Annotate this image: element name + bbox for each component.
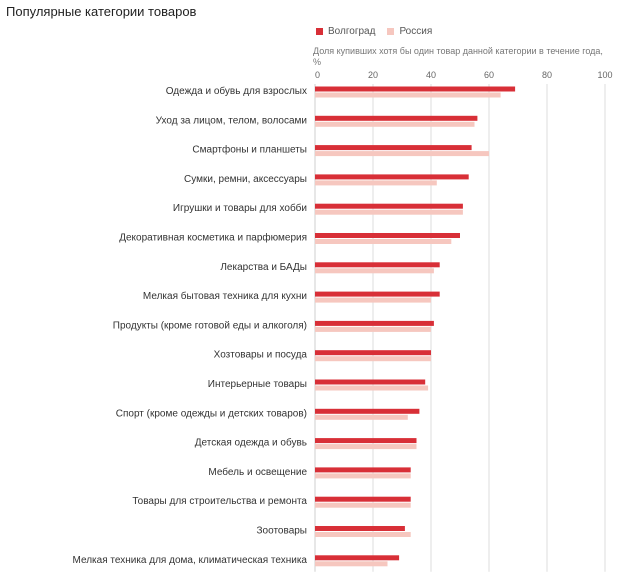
bar-volgograd xyxy=(315,203,463,209)
bar-russia xyxy=(315,444,417,450)
x-tick-label: 0 xyxy=(315,70,320,80)
bar-russia xyxy=(315,502,411,508)
category-label: Детская одежда и обувь xyxy=(195,437,307,449)
bar-volgograd xyxy=(315,350,431,356)
category-label: Мелкая техника для дома, климатическая т… xyxy=(73,555,308,566)
bar-russia xyxy=(315,209,463,215)
x-tick-label: 40 xyxy=(426,70,436,80)
bar-russia xyxy=(315,151,489,157)
category-label: Спорт (кроме одежды и детских товаров) xyxy=(116,408,307,419)
category-label: Игрушки и товары для хобби xyxy=(173,202,307,214)
category-label: Уход за лицом, телом, волосами xyxy=(156,115,307,126)
legend-item-volgograd: Волгоград xyxy=(316,26,375,37)
x-tick-label: 80 xyxy=(542,70,552,80)
category-label: Сумки, ремни, аксессуары xyxy=(184,174,307,185)
bar-russia xyxy=(315,385,429,391)
bar-volgograd xyxy=(315,145,472,151)
chart-title: Популярные категории товаров xyxy=(6,4,197,19)
legend-swatch-russia xyxy=(387,28,395,35)
category-label: Лекарства и БАДы xyxy=(220,262,307,273)
bar-russia xyxy=(315,121,475,127)
category-label: Мелкая бытовая техника для кухни xyxy=(143,290,307,302)
category-label: Продукты (кроме готовой еды и алкоголя) xyxy=(113,320,307,331)
legend-label-volgograd: Волгоград xyxy=(328,26,376,37)
bar-volgograd xyxy=(315,262,440,268)
category-label: Товары для строительства и ремонта xyxy=(132,496,307,507)
category-label: Мебель и освещение xyxy=(208,466,307,478)
x-axis-note: Доля купивших хотя бы один товар данной … xyxy=(313,46,603,67)
bar-volgograd xyxy=(315,115,478,121)
bar-volgograd xyxy=(315,379,426,385)
bar-volgograd xyxy=(315,408,420,414)
bar-volgograd xyxy=(315,320,434,326)
bar-russia xyxy=(315,297,431,303)
bar-russia xyxy=(315,92,501,98)
category-label: Зоотовары xyxy=(257,526,307,537)
bar-russia xyxy=(315,356,431,362)
legend-item-russia: Россия xyxy=(387,26,432,37)
category-label: Декоративная косметика и парфюмерия xyxy=(119,232,307,244)
bar-volgograd xyxy=(315,291,440,297)
bar-russia xyxy=(315,473,411,479)
bar-volgograd xyxy=(315,496,411,502)
bar-russia xyxy=(315,239,452,244)
legend: Волгоград Россия xyxy=(316,26,432,37)
bar-volgograd xyxy=(315,555,400,561)
bar-russia xyxy=(315,268,434,274)
category-label: Одежда и обувь для взрослых xyxy=(166,85,307,97)
bar-russia xyxy=(315,326,431,332)
x-tick-label: 100 xyxy=(597,70,612,80)
category-label: Хозтовары и посуда xyxy=(214,350,308,361)
x-tick-label: 60 xyxy=(484,70,494,80)
category-label: Смартфоны и планшеты xyxy=(192,144,307,156)
bar-russia xyxy=(315,180,437,186)
bar-russia xyxy=(315,532,411,537)
bar-volgograd xyxy=(315,526,405,531)
bar-volgograd xyxy=(315,438,417,444)
legend-swatch-volgograd xyxy=(316,28,323,35)
bar-russia xyxy=(315,414,408,420)
bar-volgograd xyxy=(315,233,460,238)
bar-volgograd xyxy=(315,86,516,92)
bar-volgograd xyxy=(315,467,411,473)
bar-russia xyxy=(315,561,388,567)
category-label: Интерьерные товары xyxy=(208,379,307,390)
bar-volgograd xyxy=(315,174,469,180)
x-tick-label: 20 xyxy=(368,70,378,80)
legend-label-russia: Россия xyxy=(399,26,433,37)
